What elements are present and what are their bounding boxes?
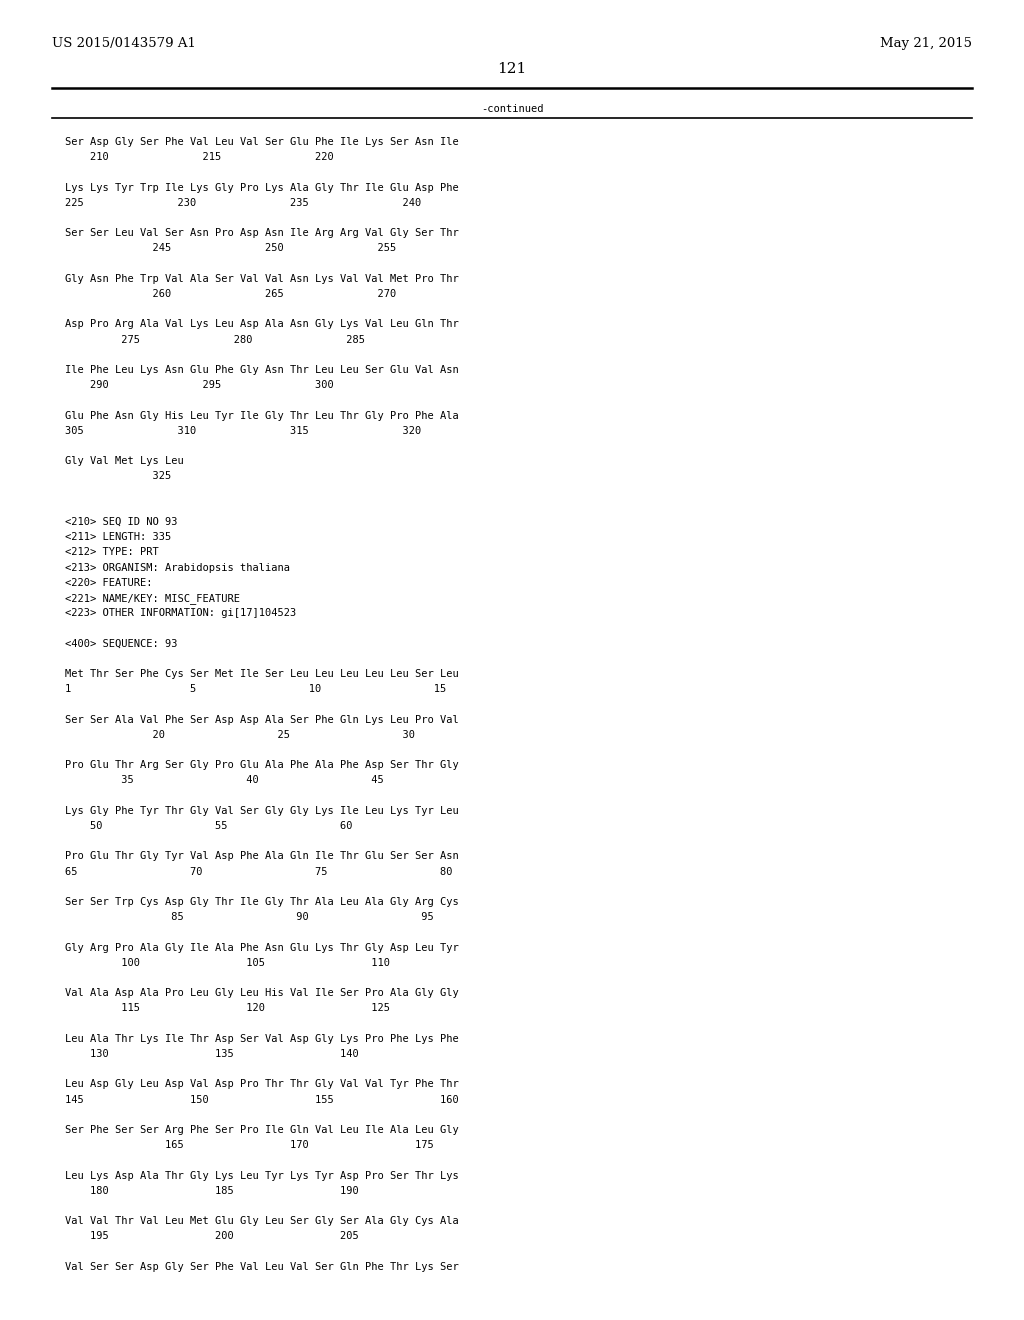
Text: Pro Glu Thr Arg Ser Gly Pro Glu Ala Phe Ala Phe Asp Ser Thr Gly: Pro Glu Thr Arg Ser Gly Pro Glu Ala Phe … [65,760,459,770]
Text: <210> SEQ ID NO 93: <210> SEQ ID NO 93 [65,517,177,527]
Text: 20                  25                  30: 20 25 30 [65,730,415,739]
Text: <213> ORGANISM: Arabidopsis thaliana: <213> ORGANISM: Arabidopsis thaliana [65,562,290,573]
Text: <221> NAME/KEY: MISC_FEATURE: <221> NAME/KEY: MISC_FEATURE [65,593,240,605]
Text: Lys Lys Tyr Trp Ile Lys Gly Pro Lys Ala Gly Thr Ile Glu Asp Phe: Lys Lys Tyr Trp Ile Lys Gly Pro Lys Ala … [65,182,459,193]
Text: Lys Gly Phe Tyr Thr Gly Val Ser Gly Gly Lys Ile Leu Lys Tyr Leu: Lys Gly Phe Tyr Thr Gly Val Ser Gly Gly … [65,805,459,816]
Text: 85                  90                  95: 85 90 95 [65,912,434,923]
Text: 130                 135                 140: 130 135 140 [65,1049,358,1059]
Text: Gly Val Met Lys Leu: Gly Val Met Lys Leu [65,457,183,466]
Text: Leu Asp Gly Leu Asp Val Asp Pro Thr Thr Gly Val Val Tyr Phe Thr: Leu Asp Gly Leu Asp Val Asp Pro Thr Thr … [65,1080,459,1089]
Text: 245               250               255: 245 250 255 [65,243,396,253]
Text: <211> LENGTH: 335: <211> LENGTH: 335 [65,532,171,543]
Text: 165                 170                 175: 165 170 175 [65,1140,434,1150]
Text: 121: 121 [498,62,526,77]
Text: Val Val Thr Val Leu Met Glu Gly Leu Ser Gly Ser Ala Gly Cys Ala: Val Val Thr Val Leu Met Glu Gly Leu Ser … [65,1216,459,1226]
Text: Gly Asn Phe Trp Val Ala Ser Val Val Asn Lys Val Val Met Pro Thr: Gly Asn Phe Trp Val Ala Ser Val Val Asn … [65,273,459,284]
Text: <220> FEATURE:: <220> FEATURE: [65,578,153,587]
Text: Met Thr Ser Phe Cys Ser Met Ile Ser Leu Leu Leu Leu Leu Ser Leu: Met Thr Ser Phe Cys Ser Met Ile Ser Leu … [65,669,459,678]
Text: 115                 120                 125: 115 120 125 [65,1003,390,1014]
Text: 305               310               315               320: 305 310 315 320 [65,426,421,436]
Text: 195                 200                 205: 195 200 205 [65,1232,358,1241]
Text: Gly Arg Pro Ala Gly Ile Ala Phe Asn Glu Lys Thr Gly Asp Leu Tyr: Gly Arg Pro Ala Gly Ile Ala Phe Asn Glu … [65,942,459,953]
Text: Ser Ser Ala Val Phe Ser Asp Asp Ala Ser Phe Gln Lys Leu Pro Val: Ser Ser Ala Val Phe Ser Asp Asp Ala Ser … [65,714,459,725]
Text: US 2015/0143579 A1: US 2015/0143579 A1 [52,37,196,50]
Text: 65                  70                  75                  80: 65 70 75 80 [65,867,453,876]
Text: Pro Glu Thr Gly Tyr Val Asp Phe Ala Gln Ile Thr Glu Ser Ser Asn: Pro Glu Thr Gly Tyr Val Asp Phe Ala Gln … [65,851,459,862]
Text: Asp Pro Arg Ala Val Lys Leu Asp Ala Asn Gly Lys Val Leu Gln Thr: Asp Pro Arg Ala Val Lys Leu Asp Ala Asn … [65,319,459,330]
Text: <212> TYPE: PRT: <212> TYPE: PRT [65,548,159,557]
Text: Ser Ser Trp Cys Asp Gly Thr Ile Gly Thr Ala Leu Ala Gly Arg Cys: Ser Ser Trp Cys Asp Gly Thr Ile Gly Thr … [65,898,459,907]
Text: 290               295               300: 290 295 300 [65,380,334,391]
Text: Val Ser Ser Asp Gly Ser Phe Val Leu Val Ser Gln Phe Thr Lys Ser: Val Ser Ser Asp Gly Ser Phe Val Leu Val … [65,1262,459,1271]
Text: 260               265               270: 260 265 270 [65,289,396,300]
Text: May 21, 2015: May 21, 2015 [880,37,972,50]
Text: 35                  40                  45: 35 40 45 [65,775,384,785]
Text: <400> SEQUENCE: 93: <400> SEQUENCE: 93 [65,639,177,648]
Text: Ile Phe Leu Lys Asn Glu Phe Gly Asn Thr Leu Leu Ser Glu Val Asn: Ile Phe Leu Lys Asn Glu Phe Gly Asn Thr … [65,366,459,375]
Text: Leu Ala Thr Lys Ile Thr Asp Ser Val Asp Gly Lys Pro Phe Lys Phe: Leu Ala Thr Lys Ile Thr Asp Ser Val Asp … [65,1034,459,1044]
Text: Val Ala Asp Ala Pro Leu Gly Leu His Val Ile Ser Pro Ala Gly Gly: Val Ala Asp Ala Pro Leu Gly Leu His Val … [65,989,459,998]
Text: 50                  55                  60: 50 55 60 [65,821,352,832]
Text: 275               280               285: 275 280 285 [65,334,365,345]
Text: Leu Lys Asp Ala Thr Gly Lys Leu Tyr Lys Tyr Asp Pro Ser Thr Lys: Leu Lys Asp Ala Thr Gly Lys Leu Tyr Lys … [65,1171,459,1180]
Text: 1                   5                  10                  15: 1 5 10 15 [65,684,446,694]
Text: 210               215               220: 210 215 220 [65,152,334,162]
Text: 180                 185                 190: 180 185 190 [65,1185,358,1196]
Text: 145                 150                 155                 160: 145 150 155 160 [65,1094,459,1105]
Text: Ser Ser Leu Val Ser Asn Pro Asp Asn Ile Arg Arg Val Gly Ser Thr: Ser Ser Leu Val Ser Asn Pro Asp Asn Ile … [65,228,459,238]
Text: Ser Asp Gly Ser Phe Val Leu Val Ser Glu Phe Ile Lys Ser Asn Ile: Ser Asp Gly Ser Phe Val Leu Val Ser Glu … [65,137,459,147]
Text: 100                 105                 110: 100 105 110 [65,958,390,968]
Text: Ser Phe Ser Ser Arg Phe Ser Pro Ile Gln Val Leu Ile Ala Leu Gly: Ser Phe Ser Ser Arg Phe Ser Pro Ile Gln … [65,1125,459,1135]
Text: Glu Phe Asn Gly His Leu Tyr Ile Gly Thr Leu Thr Gly Pro Phe Ala: Glu Phe Asn Gly His Leu Tyr Ile Gly Thr … [65,411,459,421]
Text: 325: 325 [65,471,171,482]
Text: -continued: -continued [480,104,544,114]
Text: 225               230               235               240: 225 230 235 240 [65,198,421,207]
Text: <223> OTHER INFORMATION: gi[17]104523: <223> OTHER INFORMATION: gi[17]104523 [65,609,296,618]
